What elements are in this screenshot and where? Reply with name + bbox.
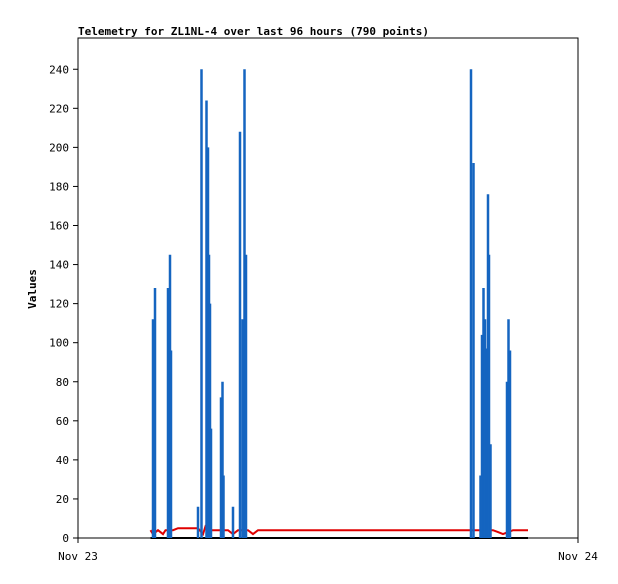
y-tick-label: 180 xyxy=(49,180,69,193)
y-tick-label: 0 xyxy=(62,532,69,545)
y-tick-label: 80 xyxy=(56,376,69,389)
y-tick-label: 240 xyxy=(49,63,69,76)
chart-title: Telemetry for ZL1NL-4 over last 96 hours… xyxy=(78,25,429,38)
y-tick-label: 20 xyxy=(56,493,69,506)
x-tick-label: Nov 24 xyxy=(558,550,598,563)
x-axis: Nov 23 Nov 24 xyxy=(58,538,598,563)
y-tick-label: 220 xyxy=(49,102,69,115)
y-tick-label: 140 xyxy=(49,259,69,272)
y-tick-label: 200 xyxy=(49,141,69,154)
y-axis: 0 20 40 60 80 100 120 140 160 180 200 220 240 xyxy=(49,63,78,545)
y-tick-label: 40 xyxy=(56,454,69,467)
y-tick-label: 60 xyxy=(56,415,69,428)
y-tick-label: 120 xyxy=(49,298,69,311)
series-layer xyxy=(149,69,528,539)
y-tick-label: 160 xyxy=(49,220,69,233)
series-line-2 xyxy=(149,524,528,537)
y-tick-label: 100 xyxy=(49,337,69,350)
y-axis-label: Values xyxy=(26,269,39,309)
x-tick-label: Nov 23 xyxy=(58,550,98,563)
